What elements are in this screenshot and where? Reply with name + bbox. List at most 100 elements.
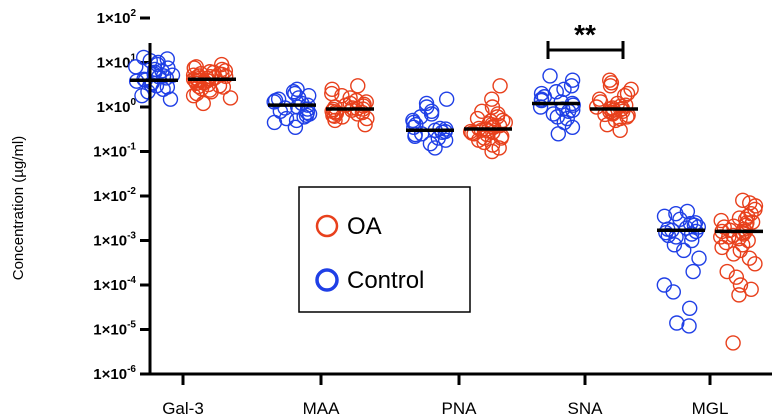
y-tick-label: 1×10-2 bbox=[93, 186, 136, 205]
data-point bbox=[407, 126, 423, 143]
y-tick-label: 1×10-4 bbox=[93, 275, 136, 294]
data-point bbox=[619, 85, 636, 102]
data-point bbox=[542, 68, 558, 84]
data-point bbox=[679, 203, 696, 220]
data-point bbox=[682, 300, 698, 316]
data-point bbox=[743, 206, 759, 222]
data-point bbox=[217, 68, 234, 84]
significance-bracket: ** bbox=[546, 19, 625, 59]
data-point bbox=[743, 281, 759, 298]
data-point bbox=[334, 87, 350, 104]
data-point bbox=[186, 60, 202, 76]
data-point bbox=[185, 87, 202, 104]
y-tick-label: 1×101 bbox=[97, 53, 137, 72]
data-point bbox=[731, 210, 748, 226]
data-point bbox=[328, 104, 344, 120]
data-point bbox=[288, 112, 305, 129]
data-point bbox=[602, 104, 618, 120]
significance-label: ** bbox=[574, 19, 596, 50]
data-point bbox=[324, 85, 340, 102]
y-tick-label: 1×10-3 bbox=[93, 231, 136, 250]
data-point bbox=[685, 263, 701, 280]
data-point bbox=[612, 122, 628, 138]
data-point bbox=[418, 95, 435, 112]
data-point bbox=[296, 109, 312, 125]
median-lines bbox=[130, 77, 763, 234]
data-point bbox=[211, 66, 227, 82]
data-point bbox=[287, 119, 304, 135]
data-point bbox=[681, 318, 697, 334]
data-point bbox=[591, 91, 608, 107]
data-point bbox=[618, 97, 634, 113]
data-point bbox=[713, 212, 729, 229]
x-category-label: SNA bbox=[568, 399, 604, 418]
data-point bbox=[476, 130, 492, 146]
data-point bbox=[747, 256, 763, 272]
y-axis-label: Concentration (µg/ml) bbox=[10, 136, 27, 281]
data-point bbox=[732, 277, 749, 293]
data-point bbox=[563, 78, 580, 94]
y-tick-label: 1×10-6 bbox=[93, 364, 136, 383]
x-category-label: MAA bbox=[303, 399, 341, 418]
data-point bbox=[434, 124, 450, 141]
data-point bbox=[423, 103, 440, 120]
data-point bbox=[719, 263, 735, 280]
data-point bbox=[548, 84, 564, 100]
data-point bbox=[564, 119, 581, 135]
data-point bbox=[676, 242, 692, 259]
data-point bbox=[725, 335, 741, 351]
x-axis-ticks: Gal-3 MAA PNA SNA MGL bbox=[162, 374, 728, 418]
legend-label-control: Control bbox=[347, 267, 424, 294]
data-point bbox=[564, 72, 581, 88]
data-point bbox=[533, 85, 550, 102]
data-point bbox=[160, 60, 176, 76]
data-point bbox=[357, 117, 373, 133]
data-point bbox=[656, 277, 673, 293]
x-category-label: MGL bbox=[692, 399, 729, 418]
y-tick-label: 1×100 bbox=[97, 97, 137, 116]
data-point bbox=[438, 91, 455, 107]
data-points bbox=[128, 49, 764, 351]
data-point bbox=[742, 195, 758, 211]
data-point bbox=[656, 208, 673, 224]
data-point bbox=[422, 135, 439, 152]
legend: OA Control bbox=[298, 186, 471, 313]
data-point bbox=[678, 220, 695, 236]
legend-marker-control bbox=[315, 268, 339, 292]
data-point bbox=[342, 90, 358, 106]
y-tick-label: 1×10-1 bbox=[93, 142, 136, 161]
data-point bbox=[623, 81, 639, 97]
data-point bbox=[660, 227, 676, 244]
data-point bbox=[556, 81, 572, 97]
data-point bbox=[735, 192, 751, 209]
y-axis-ticks: 1×102 1×101 1×100 1×10-1 1×10-2 1×10-3 1×10-4 1… bbox=[93, 8, 150, 383]
data-point bbox=[668, 206, 684, 222]
data-point bbox=[603, 75, 620, 91]
data-point bbox=[350, 78, 366, 94]
data-point bbox=[484, 143, 500, 160]
data-point bbox=[485, 124, 501, 141]
data-point bbox=[669, 315, 685, 331]
data-point bbox=[162, 91, 179, 107]
data-point bbox=[484, 91, 500, 107]
data-point bbox=[324, 81, 340, 97]
x-category-label: Gal-3 bbox=[162, 399, 204, 418]
data-point bbox=[474, 103, 490, 120]
y-tick-label: 1×102 bbox=[97, 8, 137, 27]
data-point bbox=[427, 140, 443, 156]
data-point bbox=[741, 250, 758, 266]
data-point bbox=[665, 284, 682, 300]
data-point bbox=[285, 84, 302, 100]
y-tick-label: 1×10-5 bbox=[93, 320, 136, 339]
legend-label-oa: OA bbox=[347, 213, 382, 240]
data-point bbox=[222, 90, 239, 106]
data-point bbox=[691, 250, 707, 266]
data-point bbox=[602, 72, 618, 88]
legend-marker-oa bbox=[315, 214, 339, 238]
data-point bbox=[289, 81, 305, 97]
data-point bbox=[356, 96, 372, 112]
data-point bbox=[213, 56, 230, 73]
data-point bbox=[491, 140, 507, 156]
data-point bbox=[545, 106, 562, 122]
